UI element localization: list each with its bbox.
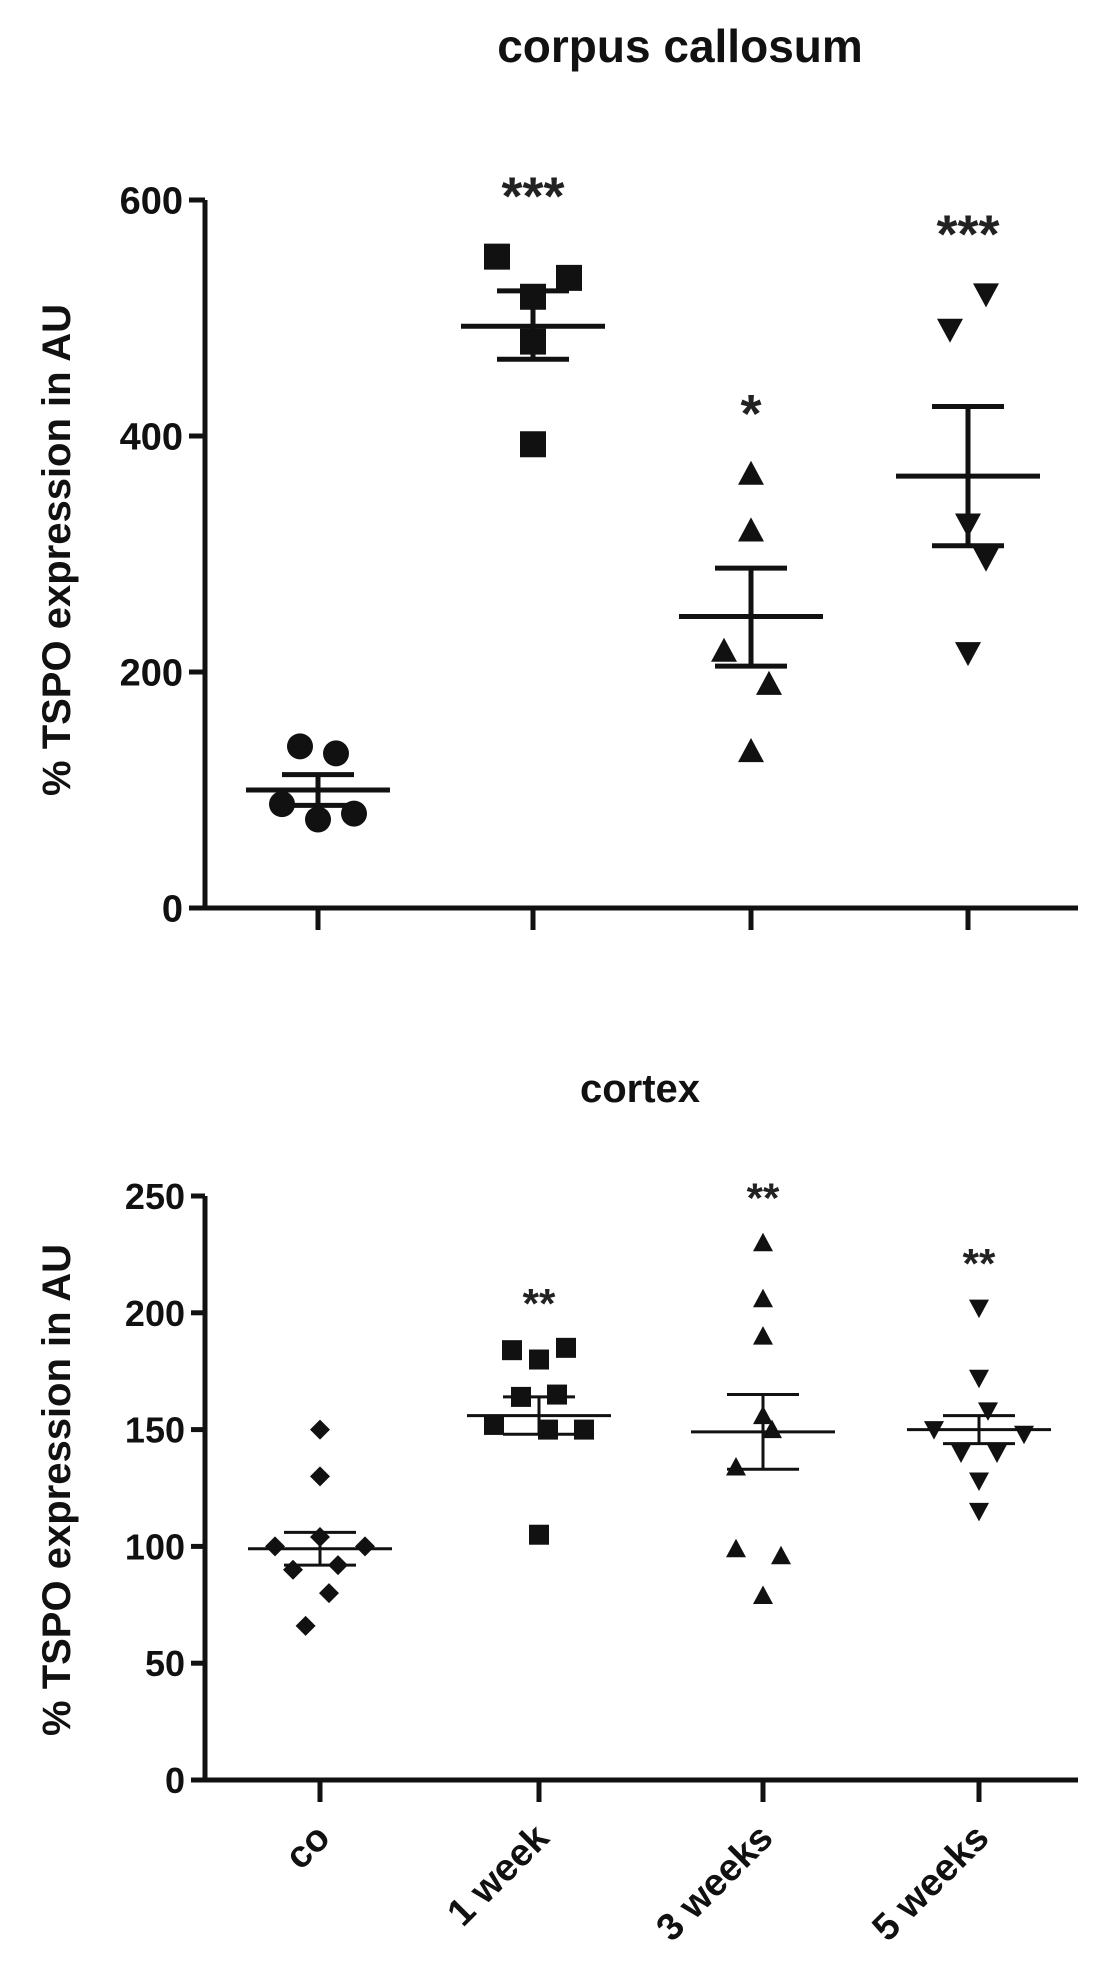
chart-1-group-5-weeks-point (973, 283, 999, 308)
chart-2-group-1-week-point (529, 1349, 549, 1370)
chart-2-x-category-label: 5 weeks (865, 1817, 998, 1950)
chart-1-group-5-weeks-point (937, 318, 963, 343)
chart-2-group-5-weeks-point (969, 1472, 989, 1491)
chart-2-y-tick-label: 250 (125, 1176, 185, 1217)
chart-2-y-tick-label: 200 (125, 1293, 185, 1334)
chart-1-group-5-weeks-significance: *** (936, 204, 999, 264)
chart-2-y-tick-label: 150 (125, 1410, 185, 1451)
chart-1-group-3-weeks-point (756, 670, 782, 695)
chart-2-group-co-point (265, 1536, 285, 1557)
chart-2-group-3-weeks-point (726, 1456, 746, 1476)
chart-2-x-category-label: 3 weeks (649, 1817, 782, 1950)
chart-2-x-category-label: co (277, 1817, 338, 1878)
chart-1-group-1-week-significance: *** (501, 167, 564, 227)
chart-2-group-3-weeks-point (753, 1232, 773, 1252)
chart-1-y-tick-label: 600 (120, 181, 183, 223)
chart-1-title: corpus callosum (497, 20, 863, 72)
chart-2-group-1-week-point (556, 1337, 576, 1358)
chart-2-group-3-weeks-significance: ** (747, 1175, 780, 1222)
chart-2-group-1-week-point (484, 1414, 504, 1435)
chart-2-group-5-weeks-point (978, 1402, 998, 1421)
chart-2-group-1-week-point (502, 1340, 522, 1361)
chart-2-y-tick-label: 50 (145, 1643, 185, 1684)
chart-2-group-co-point (319, 1583, 339, 1604)
chart-2-group-1-week-significance: ** (523, 1280, 556, 1327)
chart-1-group-1-week-point (520, 431, 546, 458)
chart-2-group-5-weeks-point (987, 1444, 1007, 1463)
chart-2-group-1-week-point (538, 1419, 558, 1440)
chart-1-y-tick-label: 200 (120, 653, 183, 695)
chart-1-group-5-weeks-point (955, 642, 981, 667)
chart-1-group-3-weeks-point (738, 738, 764, 763)
chart-1-group-3-weeks-significance: * (740, 384, 761, 444)
chart-1-y-tick-label: 400 (120, 417, 183, 459)
chart-2-group-co-point (310, 1466, 330, 1487)
chart-2-group-1-week-point (574, 1419, 594, 1440)
chart-2-group-3-weeks-point (753, 1288, 773, 1308)
chart-2-group-5-weeks-significance: ** (963, 1240, 996, 1287)
chart-1-group-3-weeks-point (711, 637, 737, 662)
chart-2-group-3-weeks-point (753, 1326, 773, 1345)
chart-2-group-3-weeks-point (762, 1419, 782, 1439)
chart-2-y-tick-label: 0 (165, 1760, 185, 1801)
chart-2-group-5-weeks-point (969, 1502, 989, 1522)
chart-1-group-co-point (287, 733, 313, 760)
chart-2-group-co-point (355, 1536, 375, 1557)
chart-2-group-co-point (310, 1419, 330, 1440)
chart-1-group-1-week-point (556, 264, 582, 291)
chart-2-group-5-weeks-point (969, 1369, 989, 1389)
chart-1-group-3-weeks-point (738, 460, 764, 485)
chart-1-group-co-point (305, 806, 331, 833)
chart-2-y-axis-label: % TSPO expression in AU (35, 1244, 79, 1736)
chart-2-group-co-point (283, 1559, 303, 1580)
chart-2-group-5-weeks-point (951, 1444, 971, 1463)
chart-2-x-category-label: 1 week (440, 1816, 558, 1934)
chart-2-group-3-weeks-point (771, 1545, 791, 1565)
chart-2-group-co-point (295, 1615, 316, 1636)
chart-1-group-5-weeks-point (973, 547, 999, 572)
chart-2-group-3-weeks-point (726, 1538, 746, 1558)
chart-2-title: cortex (580, 1067, 700, 1111)
chart-1-group-co-point (323, 740, 349, 767)
chart-1-group-3-weeks-point (738, 517, 764, 542)
chart-1-y-tick-label: 0 (162, 889, 183, 931)
chart-2-group-1-week-point (547, 1384, 567, 1405)
chart-2-y-tick-label: 100 (125, 1526, 185, 1567)
chart-1-y-axis-label: % TSPO expression in AU (35, 304, 79, 796)
chart-2-group-1-week-point (529, 1524, 549, 1545)
chart-1-group-1-week-point (484, 243, 510, 270)
chart-2-group-3-weeks-point (753, 1585, 773, 1604)
chart-2-group-5-weeks-point (969, 1299, 989, 1319)
